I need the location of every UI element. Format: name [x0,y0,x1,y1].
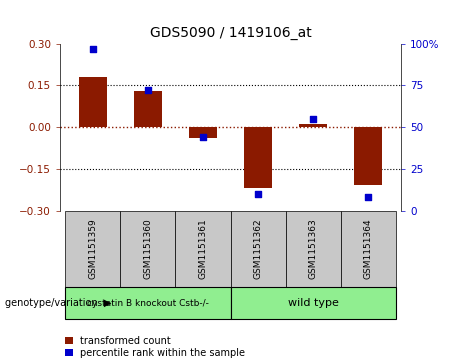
Bar [230,287,396,319]
Bar [176,211,230,287]
Bar [65,211,120,287]
Point [364,194,372,200]
Text: cystatin B knockout Cstb-/-: cystatin B knockout Cstb-/- [87,299,209,307]
Text: GSM1151364: GSM1151364 [364,218,372,279]
Text: genotype/variation  ▶: genotype/variation ▶ [5,298,111,308]
Legend: transformed count, percentile rank within the sample: transformed count, percentile rank withi… [65,336,245,358]
Text: GSM1151359: GSM1151359 [89,218,97,279]
Bar [299,124,327,127]
Bar [244,127,272,188]
Bar [134,91,162,127]
Text: GSM1151361: GSM1151361 [199,218,207,279]
Point [254,191,262,197]
Bar [285,211,341,287]
Point [89,46,97,52]
Bar [341,211,396,287]
Point [144,87,152,93]
Text: GSM1151360: GSM1151360 [143,218,153,279]
Point [199,134,207,140]
Bar [230,211,285,287]
Point [309,116,317,122]
Text: wild type: wild type [288,298,338,308]
Text: GSM1151362: GSM1151362 [254,218,262,279]
Bar [120,211,176,287]
Bar [189,127,217,138]
Bar [355,127,382,185]
Text: GSM1151363: GSM1151363 [308,218,318,279]
Title: GDS5090 / 1419106_at: GDS5090 / 1419106_at [150,26,311,40]
Bar [79,77,106,127]
Bar [65,287,230,319]
